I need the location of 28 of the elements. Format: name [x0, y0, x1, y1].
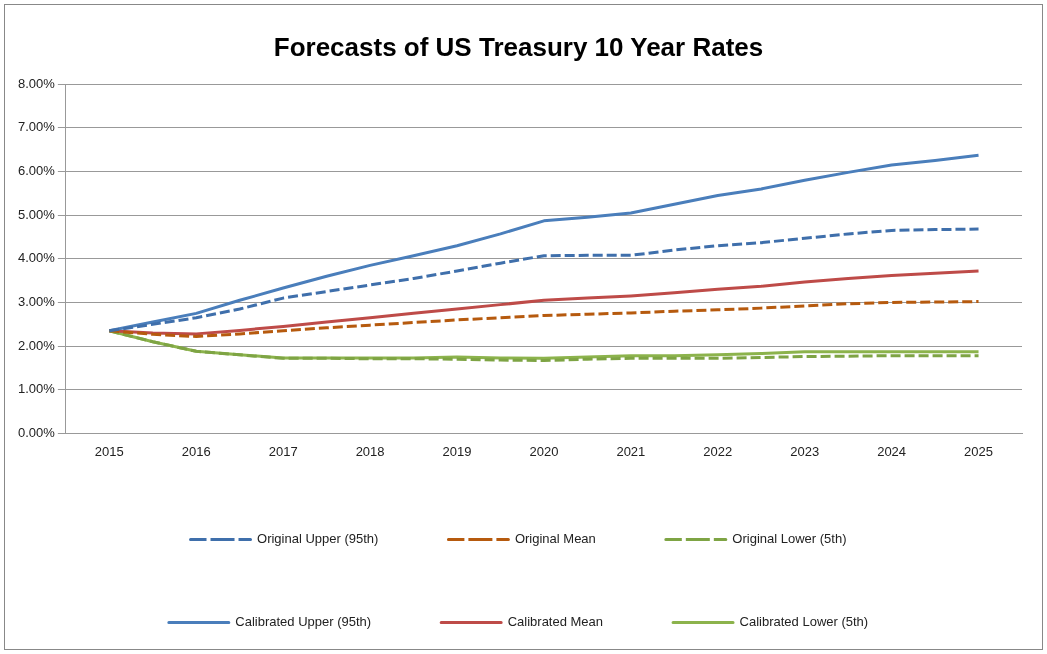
y-tick-label: 4.00% [17, 250, 56, 266]
x-tick-label: 2025 [964, 443, 993, 459]
y-tick-label: 8.00% [17, 75, 56, 91]
legend-label: Calibrated Mean [507, 614, 604, 630]
x-tick-label: 2021 [616, 443, 646, 459]
y-tick-label: 7.00% [17, 119, 56, 135]
y-tick-label: 6.00% [17, 163, 56, 179]
x-tick-label: 2017 [268, 443, 298, 459]
x-tick-label: 2020 [529, 443, 559, 459]
chart-title: Forecasts of US Treasury 10 Year Rates [273, 31, 764, 62]
x-tick-label: 2016 [181, 443, 211, 459]
y-tick-label: 5.00% [17, 206, 56, 222]
legend-label: Original Lower (5th) [732, 531, 847, 547]
legend-label: Calibrated Lower (5th) [739, 614, 869, 630]
legend-label: Original Upper (95th) [257, 531, 379, 547]
y-tick-label: 1.00% [17, 381, 56, 397]
y-tick-label: 3.00% [17, 294, 56, 310]
legend-label: Calibrated Upper (95th) [235, 614, 372, 630]
x-tick-label: 2022 [703, 443, 733, 459]
x-tick-label: 2018 [355, 443, 385, 459]
x-tick-label: 2023 [790, 443, 820, 459]
x-tick-label: 2015 [94, 443, 124, 459]
line-series [107, 227, 981, 333]
x-tick-label: 2024 [877, 443, 907, 459]
y-tick-label: 0.00% [17, 424, 56, 440]
legend-label: Original Mean [514, 531, 596, 547]
x-tick-label: 2019 [442, 443, 472, 459]
y-tick-label: 2.00% [17, 337, 56, 353]
